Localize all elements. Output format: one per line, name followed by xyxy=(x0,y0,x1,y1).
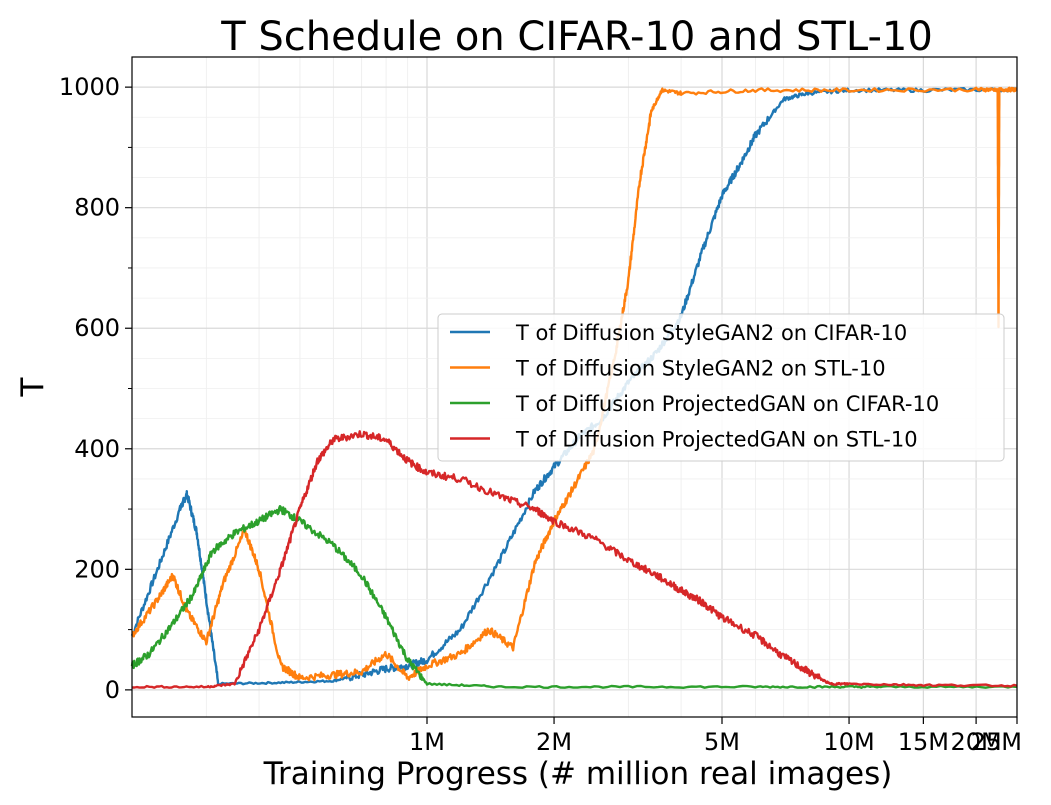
plot-frame xyxy=(131,56,1018,718)
y-axis-ticks: 0 200 400 600 800 1000 xyxy=(59,73,132,704)
legend-box xyxy=(437,313,1005,462)
series-line-1 xyxy=(130,87,1018,686)
y-tick-label: 1000 xyxy=(59,73,120,101)
x-tick-label: 15M xyxy=(898,728,949,756)
y-tick-label: 800 xyxy=(74,194,120,222)
series-line-2 xyxy=(131,86,1018,682)
x-tick-label: 25M xyxy=(971,728,1022,756)
x-tick-label: 5M xyxy=(704,728,740,756)
legend-entry: T of Diffusion StyleGAN2 on CIFAR-10 xyxy=(515,321,907,345)
y-tick-label: 0 xyxy=(105,676,120,704)
series-line-4 xyxy=(132,430,1018,689)
x-tick-label: 10M xyxy=(823,728,874,756)
legend-entry: T of Diffusion ProjectedGAN on STL-10 xyxy=(515,428,918,452)
plot-lines xyxy=(130,86,1018,689)
legend-entry: T of Diffusion ProjectedGAN on CIFAR-10 xyxy=(515,392,939,416)
series-line-3 xyxy=(130,505,1018,689)
x-tick-label: 20M xyxy=(950,728,1001,756)
legend-entry: T of Diffusion StyleGAN2 on STL-10 xyxy=(515,357,886,381)
y-tick-label: 400 xyxy=(74,435,120,463)
x-axis-label: Training Progress (# million real images… xyxy=(263,756,893,792)
y-tick-label: 600 xyxy=(74,314,120,342)
y-axis-label: T xyxy=(15,376,51,397)
chart-title: T Schedule on CIFAR-10 and STL-10 xyxy=(220,14,933,60)
legend: T of Diffusion StyleGAN2 on CIFAR-10 T of… xyxy=(437,313,1005,462)
x-tick-label: 1M xyxy=(409,728,445,756)
x-tick-label: 2M xyxy=(536,728,572,756)
y-tick-label: 200 xyxy=(74,555,120,583)
